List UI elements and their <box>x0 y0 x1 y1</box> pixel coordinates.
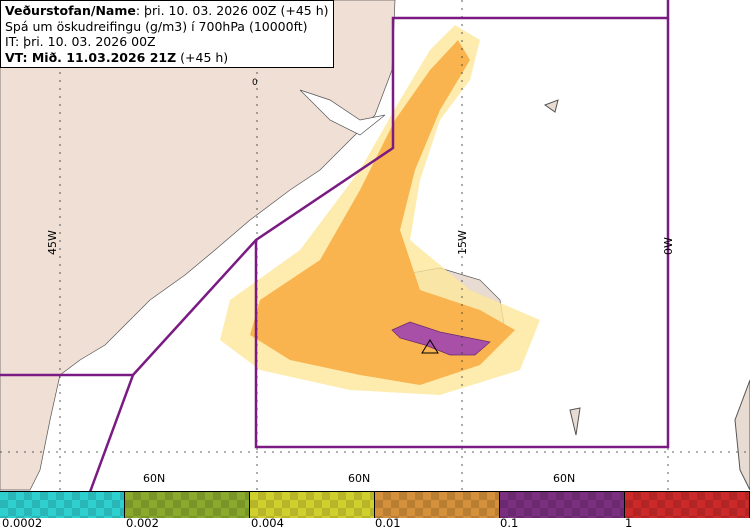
grid-lines <box>0 0 750 492</box>
legend-swatch <box>125 492 250 518</box>
color-scale-legend <box>0 491 750 518</box>
greenland-land <box>0 0 396 376</box>
legend-swatch <box>250 492 375 518</box>
lead-time: (+45 h) <box>176 49 229 65</box>
legend-label: 0.01 <box>375 516 401 530</box>
volcano-marker <box>421 339 439 354</box>
lon-label-15w: 15W <box>456 230 469 255</box>
legend-swatch <box>375 492 500 518</box>
legend-label: 0.004 <box>251 516 284 530</box>
greenland-inlet <box>299 89 386 136</box>
lon-label-45w: 45W <box>46 230 59 255</box>
legend-label: 0.1 <box>500 516 519 530</box>
ash-high-concentration <box>391 321 491 356</box>
legend-label: 1 <box>625 516 633 530</box>
lat-label-60n: 60N <box>143 472 166 485</box>
legend-swatch <box>625 492 750 518</box>
airspace-boundary <box>0 0 670 492</box>
faroe-islands <box>543 99 581 436</box>
legend-label: 0.0002 <box>2 516 43 530</box>
legend-swatch <box>500 492 625 518</box>
ash-plume <box>220 25 540 395</box>
legend-label: 0.002 <box>126 516 159 530</box>
lat-label-60n: 60N <box>348 472 371 485</box>
valid-time: VT: Mið. 11.03.2026 21Z <box>5 49 177 65</box>
forecast-description: Spá um öskudreifingu (g/m3) í 700hPa (10… <box>5 18 308 34</box>
initial-time: IT: þri. 10. 03. 2026 00Z <box>5 34 156 49</box>
agency-name: Veðurstofan/Name <box>5 3 136 18</box>
lon-label-0w: 0W <box>662 237 675 255</box>
legend-labels: 0.0002 0.002 0.004 0.01 0.1 1 <box>0 516 750 532</box>
ash-forecast-map <box>0 0 750 492</box>
lat-label-60n: 60N <box>553 472 576 485</box>
contour-label: 0 <box>252 78 258 88</box>
run-time: : þri. 10. 03. 2026 00Z (+45 h) <box>135 3 329 18</box>
norway-coast <box>734 379 750 491</box>
legend-swatch <box>0 492 125 518</box>
forecast-info-box: Veðurstofan/Name: þri. 10. 03. 2026 00Z … <box>0 0 334 68</box>
